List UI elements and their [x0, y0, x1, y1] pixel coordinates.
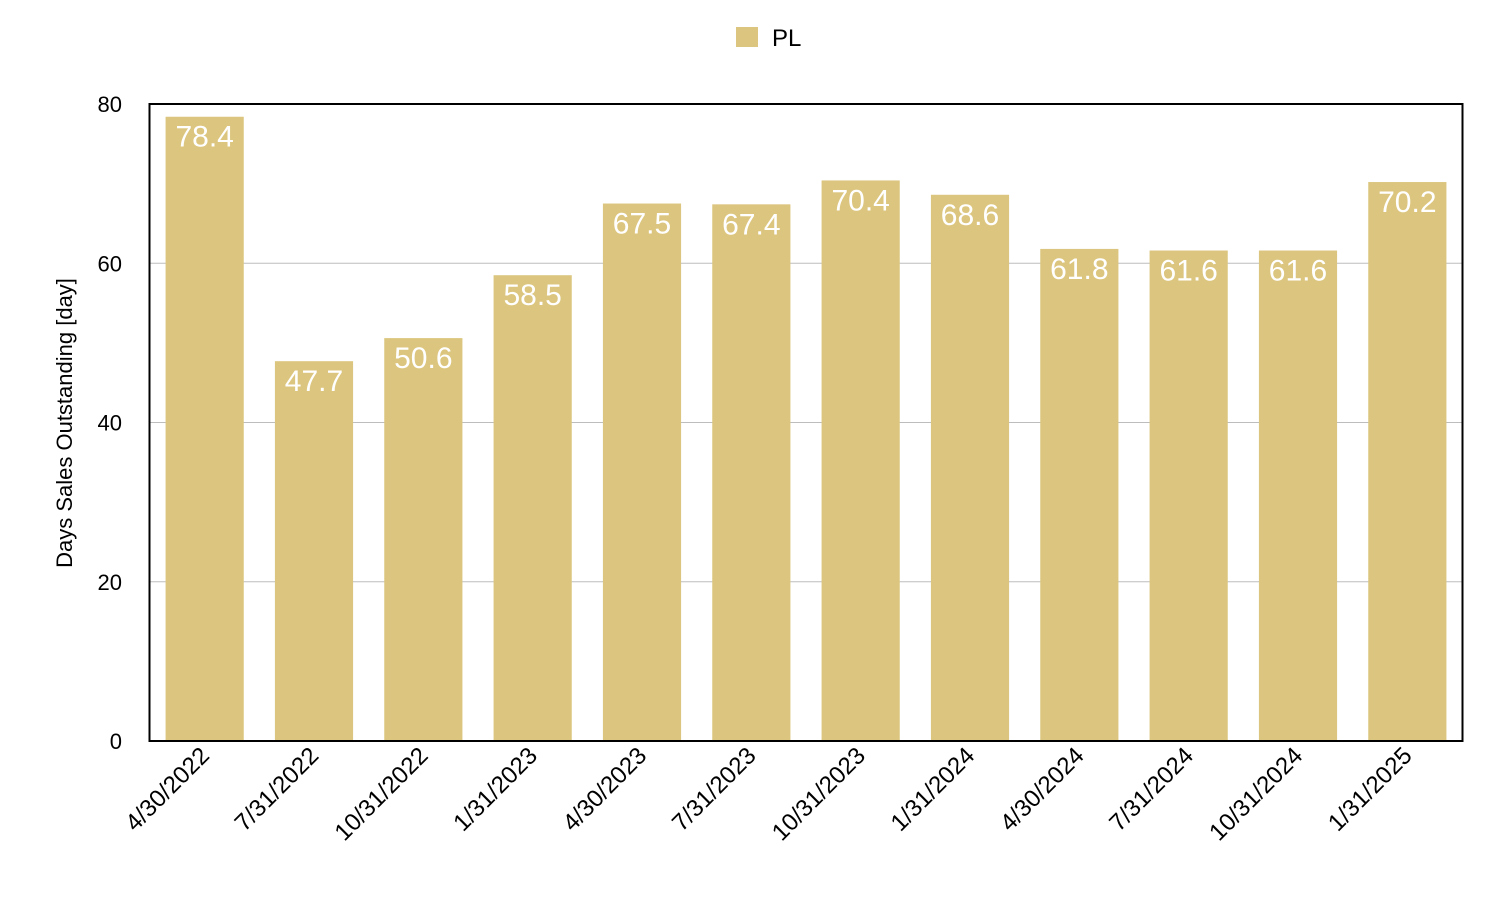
bar: [274, 361, 354, 741]
bar: [821, 180, 900, 741]
data-label: 50.6: [394, 342, 452, 375]
x-tick-label: 4/30/2024: [995, 742, 1090, 837]
x-tick-label: 7/31/2024: [1104, 742, 1199, 837]
bar: [1368, 182, 1447, 742]
x-tick-label: 7/31/2023: [667, 742, 762, 837]
data-label: 70.2: [1378, 186, 1436, 219]
bar: [930, 194, 1010, 741]
y-tick-label: 20: [98, 570, 122, 595]
data-label: 58.5: [503, 279, 561, 312]
bar: [1149, 250, 1228, 741]
data-label: 78.4: [175, 121, 233, 154]
x-tick-label: 10/31/2024: [1204, 742, 1308, 846]
bar: [1258, 250, 1338, 741]
y-axis-title: Days Sales Outstanding [day]: [52, 278, 77, 568]
data-label: 68.6: [941, 199, 999, 232]
y-tick-label: 40: [98, 411, 122, 436]
bar: [712, 204, 791, 741]
bar: [165, 116, 244, 742]
data-label: 67.5: [613, 208, 671, 241]
y-tick-label: 60: [98, 251, 122, 276]
data-label: 47.7: [285, 365, 343, 398]
data-label: 70.4: [831, 184, 889, 217]
gridlines: [150, 262, 1462, 583]
y-tick-label: 80: [98, 92, 122, 117]
x-tick-label: 4/30/2022: [120, 742, 215, 837]
x-axis-ticks: 4/30/2022 7/31/2022 10/31/2022 1/31/2023 4/3…: [120, 742, 1417, 846]
bar: [1040, 248, 1119, 742]
bar: [602, 203, 682, 741]
x-tick-label: 10/31/2023: [767, 742, 871, 846]
x-tick-label: 1/31/2023: [448, 742, 543, 837]
x-tick-label: 1/31/2024: [886, 742, 981, 837]
y-tick-label: 0: [110, 729, 122, 754]
data-label: 61.6: [1159, 255, 1217, 288]
legend: PL: [736, 25, 801, 52]
data-label: 67.4: [722, 208, 780, 241]
legend-swatch-pl: [736, 27, 758, 47]
x-tick-label: 4/30/2023: [558, 742, 653, 837]
data-label: 61.8: [1050, 253, 1108, 286]
legend-label-pl: PL: [772, 25, 801, 52]
data-labels: 78.4 47.7 50.6 58.5 67.5 67.4 70.4 68.6 61.8 61.6…: [175, 121, 1436, 398]
bar: [384, 338, 463, 741]
x-tick-label: 1/31/2025: [1323, 742, 1418, 837]
x-tick-label: 7/31/2022: [230, 742, 325, 837]
y-axis-ticks: 0 20 40 60 80: [98, 92, 122, 754]
x-tick-label: 10/31/2022: [330, 742, 434, 846]
bars: [165, 116, 1447, 742]
bar: [493, 275, 572, 741]
plot-area-frame: [148, 103, 1464, 742]
data-label: 61.6: [1269, 255, 1327, 288]
